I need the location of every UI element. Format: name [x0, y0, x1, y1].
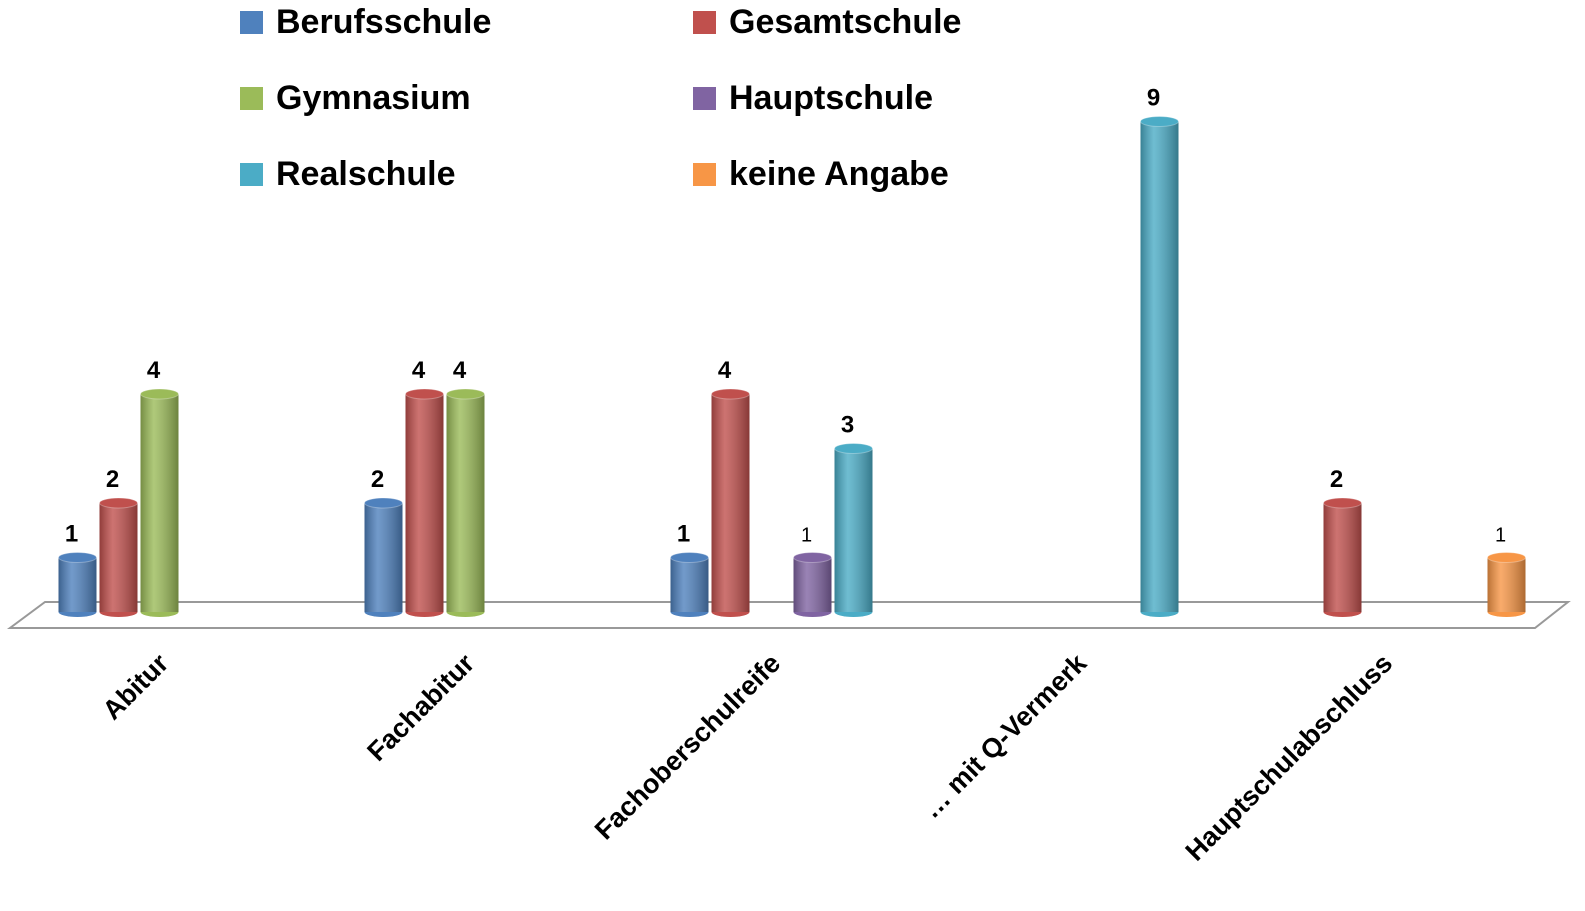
bar	[58, 552, 97, 617]
data-label: 1	[1495, 525, 1506, 547]
bar-top	[793, 552, 832, 563]
bar-shade	[364, 503, 403, 612]
bar	[711, 388, 750, 617]
data-label: 2	[371, 466, 384, 493]
data-label: 3	[841, 412, 854, 439]
data-label: 4	[718, 357, 732, 384]
legend-swatch	[240, 11, 263, 34]
legend-label: Gesamtschule	[729, 3, 961, 41]
bar-shade	[834, 448, 873, 612]
data-label: 4	[453, 357, 467, 384]
bar	[1487, 552, 1526, 617]
legend-label: Berufsschule	[276, 3, 491, 41]
bar	[1140, 116, 1179, 617]
data-label: 9	[1147, 85, 1160, 112]
bar	[670, 552, 709, 617]
x-tick-label: Fachabitur	[361, 648, 480, 767]
legend-label: Realschule	[276, 155, 456, 193]
bar-top	[99, 497, 138, 509]
bar-top	[711, 388, 750, 400]
legend-label: Gymnasium	[276, 79, 471, 117]
bar-top	[405, 388, 444, 400]
x-tick-label: … mit Q-Vermerk	[916, 647, 1093, 824]
bar-top	[446, 388, 485, 400]
bar	[364, 497, 403, 617]
bar-shade	[405, 394, 444, 612]
bar	[446, 388, 485, 617]
bar-top	[1323, 497, 1362, 509]
legend-swatch	[240, 87, 263, 110]
legend-swatch	[693, 163, 716, 186]
data-label: 1	[801, 525, 812, 547]
bar-shade	[1323, 503, 1362, 612]
bar	[99, 497, 138, 617]
data-label: 2	[1330, 466, 1343, 493]
bar-top	[670, 552, 709, 563]
legend-label: Hauptschule	[729, 79, 933, 117]
x-tick-label: Hauptschulabschluss	[1180, 648, 1399, 867]
bar-shade	[1140, 121, 1179, 612]
bar	[405, 388, 444, 617]
bar-shade	[446, 394, 485, 612]
data-label: 1	[677, 521, 690, 548]
bar-shade	[1487, 557, 1526, 612]
bar-top	[1487, 552, 1526, 563]
bar-shade	[793, 557, 832, 612]
bar	[834, 443, 873, 617]
x-tick-label: Fachoberschulreife	[589, 648, 786, 845]
bar-top	[140, 388, 179, 400]
bar-top	[58, 552, 97, 563]
bar-shade	[711, 394, 750, 612]
bar	[140, 388, 179, 617]
data-label: 2	[106, 466, 119, 493]
bar-top	[364, 497, 403, 509]
legend-swatch	[693, 11, 716, 34]
bar-shade	[58, 557, 97, 612]
legend-label: keine Angabe	[729, 155, 949, 193]
legend-swatch	[693, 87, 716, 110]
x-tick-label: Abitur	[97, 648, 175, 726]
bar-shade	[140, 394, 179, 612]
bar-top	[834, 443, 873, 454]
data-label: 4	[412, 357, 426, 384]
bar-shade	[670, 557, 709, 612]
legend-swatch	[240, 163, 263, 186]
bar-shade	[99, 503, 138, 612]
bar	[793, 552, 832, 617]
data-label: 1	[65, 521, 78, 548]
data-label: 4	[147, 357, 161, 384]
bar	[1323, 497, 1362, 617]
bar-top	[1140, 116, 1179, 127]
